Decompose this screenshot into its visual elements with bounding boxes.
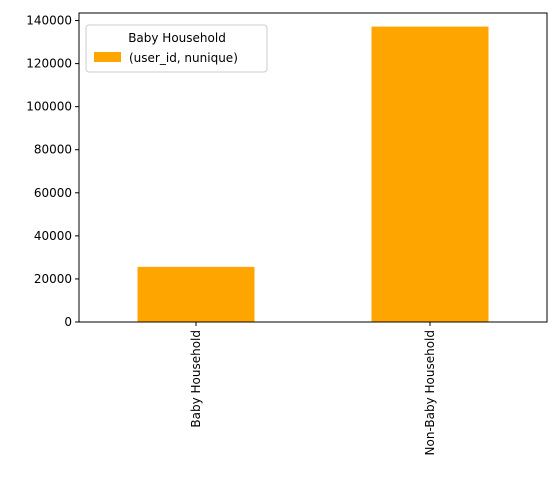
y-tick-label: 120000 xyxy=(26,57,72,71)
y-tick-label: 0 xyxy=(64,315,72,329)
legend-box xyxy=(85,24,268,73)
y-tick-label: 80000 xyxy=(34,143,72,157)
plot-frame xyxy=(78,12,548,323)
bar-non-baby-household xyxy=(371,26,489,322)
bars-group xyxy=(137,26,489,322)
y-tick-label: 60000 xyxy=(34,186,72,200)
x-tick-label: Baby Household xyxy=(189,330,203,428)
x-tick-label: Non-Baby Household xyxy=(423,330,437,455)
legend-series-label: (user_id, nunique) xyxy=(129,51,238,65)
y-tick-label: 20000 xyxy=(34,272,72,286)
x-axis: Baby Household Non-Baby Household xyxy=(189,322,437,455)
legend: Baby Household (user_id, nunique) xyxy=(85,24,268,73)
y-tick-label: 40000 xyxy=(34,229,72,243)
bar-baby-household xyxy=(137,266,255,322)
y-tick-label: 100000 xyxy=(26,100,72,114)
legend-title: Baby Household xyxy=(128,31,226,45)
y-axis: 0 20000 40000 60000 80000 100000 120000 140000 xyxy=(26,14,79,329)
legend-swatch xyxy=(94,52,121,62)
y-tick-label: 140000 xyxy=(26,14,72,28)
